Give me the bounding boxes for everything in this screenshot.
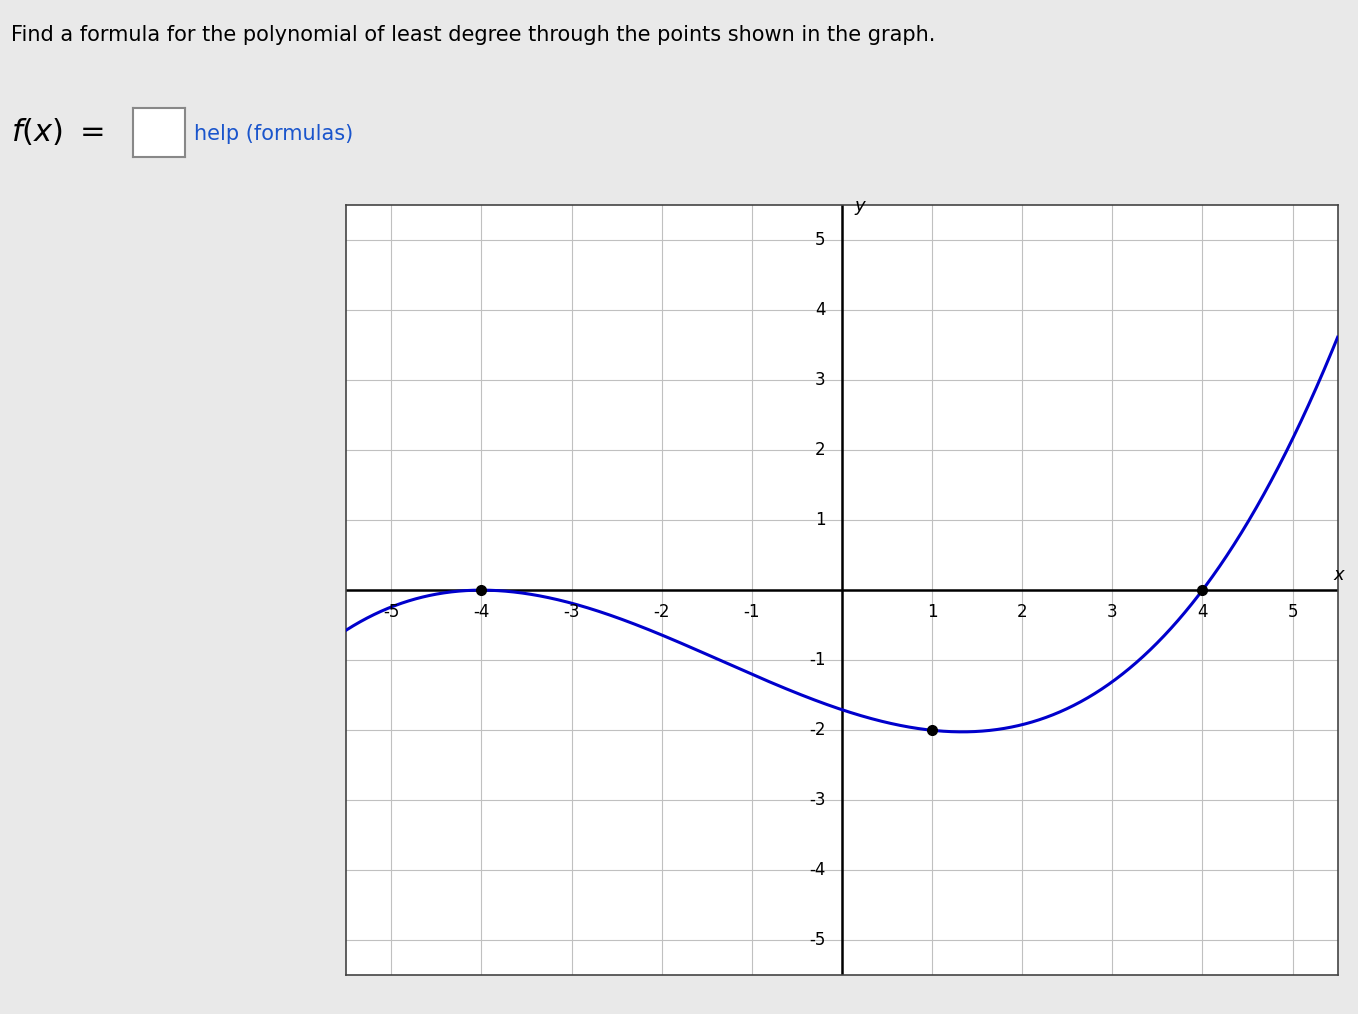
- Text: 5: 5: [1287, 602, 1298, 621]
- Text: 2: 2: [815, 441, 826, 459]
- Text: -5: -5: [809, 932, 826, 949]
- Text: 5: 5: [815, 231, 826, 248]
- Text: $f(x)\ =$: $f(x)\ =$: [11, 117, 103, 148]
- Text: y: y: [854, 198, 865, 215]
- Text: 2: 2: [1017, 602, 1028, 621]
- Text: 3: 3: [1107, 602, 1118, 621]
- Text: -2: -2: [653, 602, 669, 621]
- Text: Find a formula for the polynomial of least degree through the points shown in th: Find a formula for the polynomial of lea…: [11, 25, 936, 46]
- Text: 3: 3: [815, 371, 826, 389]
- Text: 1: 1: [815, 511, 826, 529]
- Text: 1: 1: [926, 602, 937, 621]
- Text: -3: -3: [564, 602, 580, 621]
- Text: -4: -4: [809, 861, 826, 879]
- Text: -1: -1: [809, 651, 826, 669]
- Text: -4: -4: [474, 602, 490, 621]
- Text: 4: 4: [1198, 602, 1207, 621]
- Text: -3: -3: [809, 791, 826, 809]
- Text: x: x: [1334, 566, 1344, 584]
- Text: 4: 4: [815, 301, 826, 319]
- Text: -5: -5: [383, 602, 399, 621]
- Text: -1: -1: [744, 602, 760, 621]
- Text: help (formulas): help (formulas): [194, 124, 353, 144]
- Text: -2: -2: [809, 721, 826, 739]
